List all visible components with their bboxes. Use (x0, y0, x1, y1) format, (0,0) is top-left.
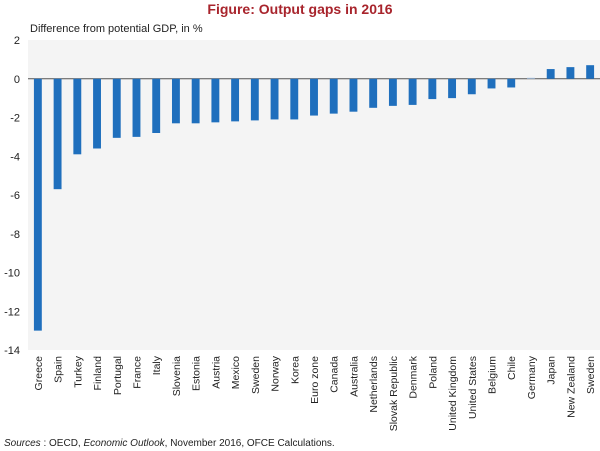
bar (73, 78, 82, 155)
bar (290, 78, 299, 120)
bar (171, 78, 180, 124)
bar (527, 77, 535, 79)
x-tick-label: Belgium (487, 356, 499, 394)
source-publication: Economic Outlook (83, 438, 165, 449)
y-tick-label: -14 (4, 345, 20, 357)
x-tick-label: France (131, 356, 143, 389)
source-rest: , November 2016, OFCE Calculations. (165, 438, 335, 449)
bar (487, 78, 496, 89)
source-label: Sources (4, 438, 41, 449)
x-tick-label: Korea (289, 356, 301, 384)
bar (586, 65, 595, 79)
x-tick-label: New Zealand (565, 356, 577, 418)
bar (369, 78, 378, 108)
bar (231, 78, 240, 122)
x-tick-label: Sweden (585, 356, 597, 394)
bar (546, 69, 555, 79)
bar (211, 78, 220, 123)
y-tick-label: 2 (14, 35, 20, 47)
x-tick-label: Germany (526, 355, 538, 399)
bar (191, 78, 200, 124)
bar (310, 78, 318, 116)
x-tick-label: Italy (151, 355, 163, 375)
bar (388, 78, 397, 106)
bar (408, 78, 417, 105)
x-tick-label: Norway (270, 355, 282, 391)
bar (152, 78, 161, 133)
bar (93, 78, 101, 149)
bar (329, 78, 338, 114)
bar (270, 78, 279, 120)
x-tick-label: Austria (210, 356, 222, 389)
y-axis-label: Difference from potential GDP, in % (30, 23, 203, 35)
y-tick-label: -8 (10, 229, 20, 241)
bar (467, 78, 476, 95)
x-tick-label: Slovak Republic (388, 356, 400, 431)
bar (132, 78, 141, 137)
x-tick-label: Finland (92, 356, 104, 391)
x-tick-label: Estonia (191, 356, 203, 391)
x-tick-label: Turkey (72, 355, 84, 387)
bar (112, 78, 121, 138)
x-tick-label: United States (467, 356, 479, 419)
bar (250, 78, 259, 121)
y-tick-label: 0 (14, 74, 20, 86)
bar (53, 78, 62, 190)
x-tick-label: Canada (329, 356, 341, 393)
bar (566, 67, 575, 79)
bar (428, 78, 437, 100)
x-tick-label: Euro zone (309, 356, 321, 404)
x-tick-label: Australia (348, 356, 360, 397)
x-tick-label: Greece (33, 356, 45, 391)
x-tick-label: Portugal (112, 356, 124, 395)
x-tick-label: Spain (53, 356, 65, 383)
x-tick-label: Sweden (250, 356, 262, 394)
bar (448, 78, 457, 99)
y-tick-label: -4 (10, 151, 20, 163)
x-tick-label: Slovenia (171, 356, 183, 396)
y-tick-label: -10 (4, 268, 20, 280)
y-tick-label: -2 (10, 113, 20, 125)
source-separator: : OECD, (41, 438, 84, 449)
x-tick-label: Denmark (408, 355, 420, 398)
source-note: Sources : OECD, Economic Outlook, Novemb… (4, 438, 335, 449)
x-tick-label: Chile (506, 356, 518, 380)
x-tick-label: Netherlands (368, 356, 380, 413)
x-axis-ticks: Greece Spain Turkey Finland Portugal France It… (33, 355, 597, 431)
chart-title: Figure: Output gaps in 2016 (207, 1, 392, 17)
bar (507, 78, 516, 88)
bar (349, 78, 358, 112)
bars (33, 65, 595, 331)
x-tick-label: Poland (427, 356, 439, 389)
x-tick-label: Japan (546, 356, 558, 385)
y-tick-label: -6 (10, 190, 20, 202)
x-tick-label: Mexico (230, 356, 242, 389)
bar (33, 78, 42, 331)
x-tick-label: United Kingdom (447, 356, 459, 431)
y-axis-ticks: 2 0 -2 -4 -6 -8 -10 -12 -14 (4, 35, 20, 357)
y-tick-label: -12 (4, 306, 20, 318)
